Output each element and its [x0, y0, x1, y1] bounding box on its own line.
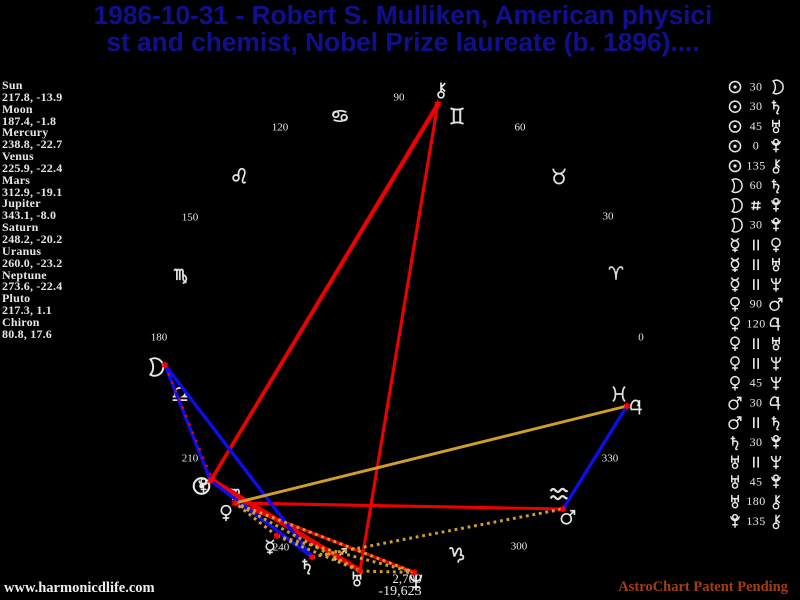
svg-text:30: 30 [750, 80, 763, 94]
svg-text:135: 135 [746, 159, 765, 173]
svg-text:60: 60 [515, 122, 527, 134]
svg-text:30: 30 [750, 99, 763, 113]
svg-text:30: 30 [750, 435, 763, 449]
svg-text:300: 300 [511, 541, 528, 553]
svg-text:330: 330 [602, 453, 619, 465]
svg-text:0: 0 [638, 332, 644, 344]
svg-text:90: 90 [394, 92, 406, 104]
svg-text:120: 120 [272, 122, 289, 134]
svg-text:45: 45 [750, 376, 763, 390]
svg-text:60: 60 [750, 178, 763, 192]
svg-text:180: 180 [746, 494, 765, 508]
svg-text:0: 0 [753, 139, 759, 153]
svg-text:45: 45 [750, 475, 763, 489]
svg-text:30: 30 [750, 396, 763, 410]
svg-text:30: 30 [603, 211, 615, 223]
svg-text:120: 120 [746, 317, 765, 331]
svg-text:240: 240 [273, 542, 290, 554]
svg-text:135: 135 [746, 514, 765, 528]
svg-text:30: 30 [750, 218, 763, 232]
svg-text:150: 150 [182, 212, 199, 224]
svg-text:45: 45 [750, 119, 763, 133]
svg-text:180: 180 [151, 332, 168, 344]
svg-text:210: 210 [182, 453, 199, 465]
svg-text:90: 90 [750, 297, 763, 311]
svg-text:-19,623: -19,623 [378, 584, 421, 599]
